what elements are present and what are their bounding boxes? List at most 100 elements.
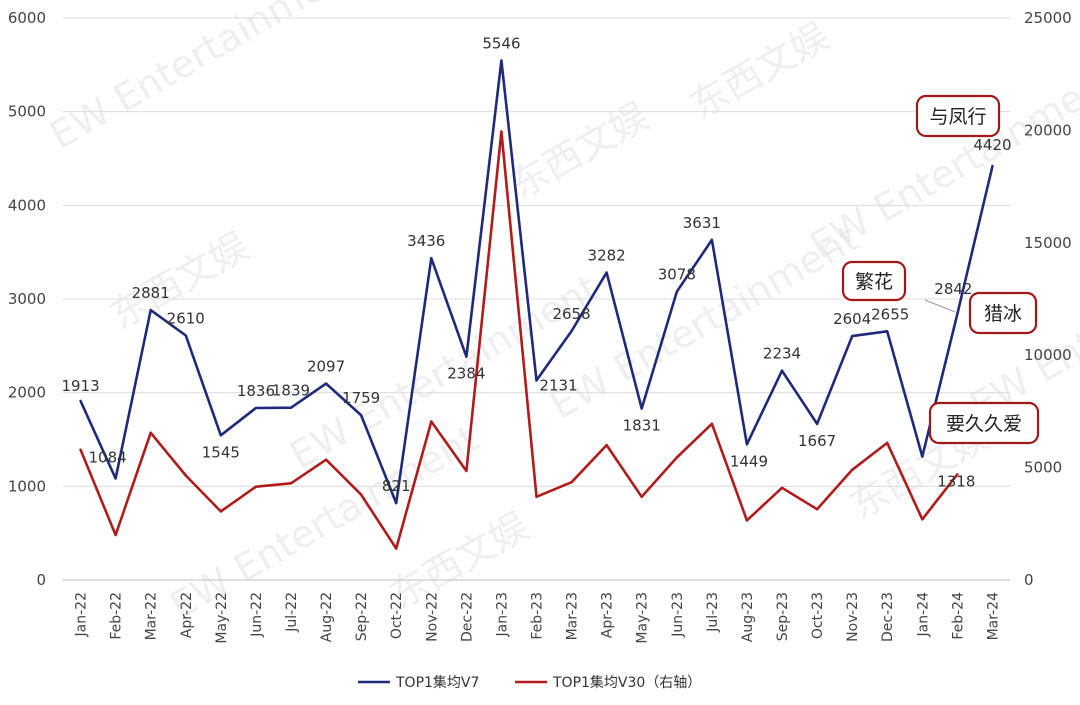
point-v7 bbox=[921, 455, 924, 458]
point-v7 bbox=[745, 443, 749, 446]
y-right-tick-label: 20000 bbox=[1024, 121, 1072, 139]
point-v7 bbox=[886, 330, 889, 333]
point-v30 bbox=[815, 507, 819, 511]
annotation-callout: 猎冰 bbox=[968, 291, 1038, 335]
point-v30 bbox=[184, 474, 187, 477]
annotation-box bbox=[928, 401, 1040, 445]
point-v30 bbox=[710, 422, 714, 425]
x-tick-label: Feb-24 bbox=[950, 592, 966, 640]
annotation-box bbox=[915, 94, 1001, 138]
y-axis-right: 0 5000 10000 15000 20000 25000 bbox=[1024, 9, 1072, 589]
point-v30 bbox=[535, 495, 538, 499]
point-v30 bbox=[219, 510, 223, 513]
x-tick-label: Feb-22 bbox=[109, 592, 125, 640]
point-v7 bbox=[395, 501, 398, 505]
y-left-tick-label: 1000 bbox=[8, 477, 46, 495]
y-left-tick-label: 0 bbox=[36, 571, 46, 589]
point-v7 bbox=[465, 355, 468, 358]
data-label-v7: 3631 bbox=[683, 214, 721, 232]
y-right-tick-label: 25000 bbox=[1024, 9, 1072, 27]
point-v30 bbox=[79, 448, 82, 451]
point-v30 bbox=[500, 130, 503, 133]
x-tick-label: Jan-23 bbox=[494, 592, 510, 637]
x-tick-label: Sep-23 bbox=[775, 592, 791, 641]
x-tick-label: Jan-24 bbox=[915, 592, 931, 638]
y-left-tick-label: 6000 bbox=[8, 9, 46, 27]
point-v30 bbox=[395, 547, 398, 550]
x-tick-label: Mar-22 bbox=[144, 592, 160, 640]
data-label-v7: 2610 bbox=[167, 310, 205, 328]
point-v7 bbox=[815, 422, 819, 426]
x-tick-label: Aug-23 bbox=[740, 592, 756, 642]
y-left-tick-label: 2000 bbox=[8, 384, 46, 402]
point-v30 bbox=[430, 420, 433, 423]
x-tick-label: Aug-22 bbox=[319, 592, 335, 642]
data-label-v7: 1839 bbox=[272, 382, 310, 400]
point-v7 bbox=[219, 434, 223, 437]
data-label-v7: 2655 bbox=[871, 305, 909, 323]
point-v7 bbox=[675, 290, 678, 293]
point-v7 bbox=[780, 369, 784, 372]
x-tick-label: Feb-23 bbox=[530, 592, 546, 640]
point-v7 bbox=[991, 164, 994, 168]
leader-line bbox=[924, 299, 956, 313]
point-v30 bbox=[886, 441, 889, 445]
annotation-text: 猎冰 bbox=[984, 303, 1022, 325]
point-v30 bbox=[324, 458, 328, 461]
point-v30 bbox=[114, 533, 117, 537]
point-v30 bbox=[675, 456, 678, 459]
point-v30 bbox=[640, 495, 643, 499]
point-v30 bbox=[780, 486, 784, 490]
data-label-v7: 3436 bbox=[407, 232, 445, 250]
data-label-v7: 1759 bbox=[342, 389, 380, 407]
y-left-tick-label: 3000 bbox=[8, 290, 46, 308]
data-label-v7: 1667 bbox=[798, 432, 836, 450]
data-label-v7: 2604 bbox=[833, 310, 871, 328]
annotation-callout: 要久久爱 bbox=[928, 401, 1040, 445]
x-tick-label: Nov-23 bbox=[845, 592, 861, 642]
grid bbox=[63, 17, 1010, 581]
x-tick-label: Mar-24 bbox=[985, 592, 1001, 640]
x-tick-label: Sep-22 bbox=[354, 592, 370, 641]
point-v30 bbox=[921, 518, 924, 521]
x-tick-label: Jun-23 bbox=[670, 592, 686, 638]
x-tick-label: May-23 bbox=[635, 592, 651, 644]
point-v7 bbox=[359, 414, 363, 417]
y-left-tick-label: 4000 bbox=[8, 196, 46, 214]
x-tick-label: Jun-22 bbox=[249, 592, 265, 638]
annotation-callout: 繁花 bbox=[841, 260, 907, 302]
data-label-v7: 1831 bbox=[623, 416, 661, 434]
watermark-text: 东西文娱 bbox=[683, 14, 837, 128]
data-label-v7: 1318 bbox=[937, 473, 975, 491]
data-label-v7: 2384 bbox=[447, 365, 485, 383]
annotation-text: 要久久爱 bbox=[946, 413, 1022, 435]
point-v7 bbox=[324, 382, 328, 385]
x-tick-label: Oct-22 bbox=[389, 592, 405, 639]
y-right-tick-label: 10000 bbox=[1024, 346, 1072, 364]
data-label-v7: 1913 bbox=[61, 377, 99, 395]
data-label-v7: 2842 bbox=[934, 280, 972, 298]
data-label-v7: 2131 bbox=[539, 376, 577, 394]
data-label-v7: 2097 bbox=[307, 358, 345, 376]
y-right-tick-label: 5000 bbox=[1024, 459, 1062, 477]
data-label-v7: 4420 bbox=[973, 136, 1011, 154]
y-left-tick-label: 5000 bbox=[8, 103, 46, 121]
point-v7 bbox=[535, 379, 538, 382]
x-tick-label: Jul-22 bbox=[284, 592, 300, 633]
series-line-v30 bbox=[79, 130, 959, 550]
point-v30 bbox=[289, 482, 293, 485]
point-v7 bbox=[850, 334, 854, 338]
x-axis: Jan-22 Feb-22 Mar-22 Apr-22 May-22 Jun-22 Jul-… bbox=[74, 592, 1002, 644]
data-label-v7: 5546 bbox=[482, 35, 520, 53]
x-tick-label: Apr-22 bbox=[179, 592, 195, 638]
x-tick-label: Nov-22 bbox=[424, 592, 440, 642]
data-label-v7: 1836 bbox=[237, 382, 275, 400]
series-layer bbox=[79, 59, 994, 550]
data-label-v7: 1084 bbox=[89, 448, 127, 466]
point-v7 bbox=[149, 308, 152, 312]
x-tick-label: Oct-23 bbox=[810, 592, 826, 639]
data-label-v7: 821 bbox=[382, 477, 411, 495]
point-v30 bbox=[745, 519, 749, 522]
